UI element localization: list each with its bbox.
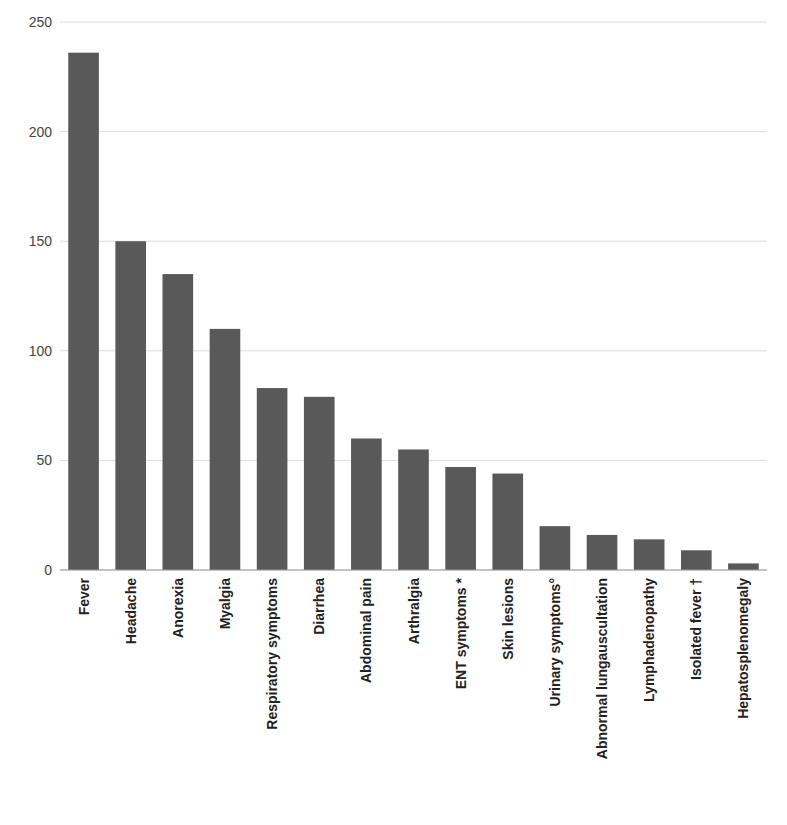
- bar: [587, 535, 618, 570]
- y-tick-label: 0: [44, 562, 52, 578]
- x-tick-label: Urinary symptoms°: [547, 578, 563, 707]
- chart: 0 50 100 150 200 250 Fever Headache Anorexia Myal…: [0, 0, 787, 825]
- bar: [115, 241, 146, 570]
- bar: [210, 329, 241, 570]
- x-tick-label: Myalgia: [217, 578, 233, 630]
- bar: [540, 526, 571, 570]
- bar: [257, 388, 288, 570]
- x-tick-label: Respiratory symptoms: [264, 578, 280, 730]
- x-tick-label: ENT symptoms *: [453, 577, 469, 689]
- grid-line: [60, 570, 767, 571]
- x-tick-label: Isolated fever †: [688, 578, 704, 680]
- x-tick-label: Abdominal pain: [358, 578, 374, 683]
- grid: [60, 22, 767, 570]
- x-tick-label: Lymphadenopathy: [641, 578, 657, 702]
- bar: [634, 539, 665, 570]
- y-tick-label: 100: [29, 343, 53, 359]
- grid-line: [60, 241, 767, 242]
- x-tick-label: Abnormal lungauscultation: [594, 578, 610, 759]
- bar: [445, 467, 476, 570]
- y-axis: 0 50 100 150 200 250: [29, 14, 53, 578]
- bar: [728, 563, 759, 570]
- x-tick-label: Headache: [123, 578, 139, 644]
- bar: [163, 274, 194, 570]
- x-tick-label: Anorexia: [170, 578, 186, 638]
- x-axis: Fever Headache Anorexia Myalgia Respiratory …: [76, 577, 752, 759]
- bar: [398, 449, 429, 570]
- bars: [68, 53, 759, 570]
- bar: [681, 550, 712, 570]
- y-tick-label: 250: [29, 14, 53, 30]
- y-tick-label: 150: [29, 233, 53, 249]
- bar: [68, 53, 99, 570]
- bar: [351, 438, 382, 570]
- x-tick-label: Skin lesions: [500, 578, 516, 660]
- bar: [304, 397, 335, 570]
- bar: [492, 474, 523, 570]
- y-tick-label: 200: [29, 124, 53, 140]
- x-tick-label: Arthralgia: [406, 578, 422, 644]
- y-tick-label: 50: [36, 452, 52, 468]
- grid-line: [60, 131, 767, 132]
- x-tick-label: Diarrhea: [311, 578, 327, 635]
- grid-line: [60, 22, 767, 23]
- x-tick-label: Fever: [76, 577, 92, 615]
- chart-container: 0 50 100 150 200 250 Fever Headache Anorexia Myal…: [0, 0, 787, 825]
- x-tick-label: Hepatosplenomegaly: [735, 578, 751, 719]
- x-axis-line: [60, 570, 767, 571]
